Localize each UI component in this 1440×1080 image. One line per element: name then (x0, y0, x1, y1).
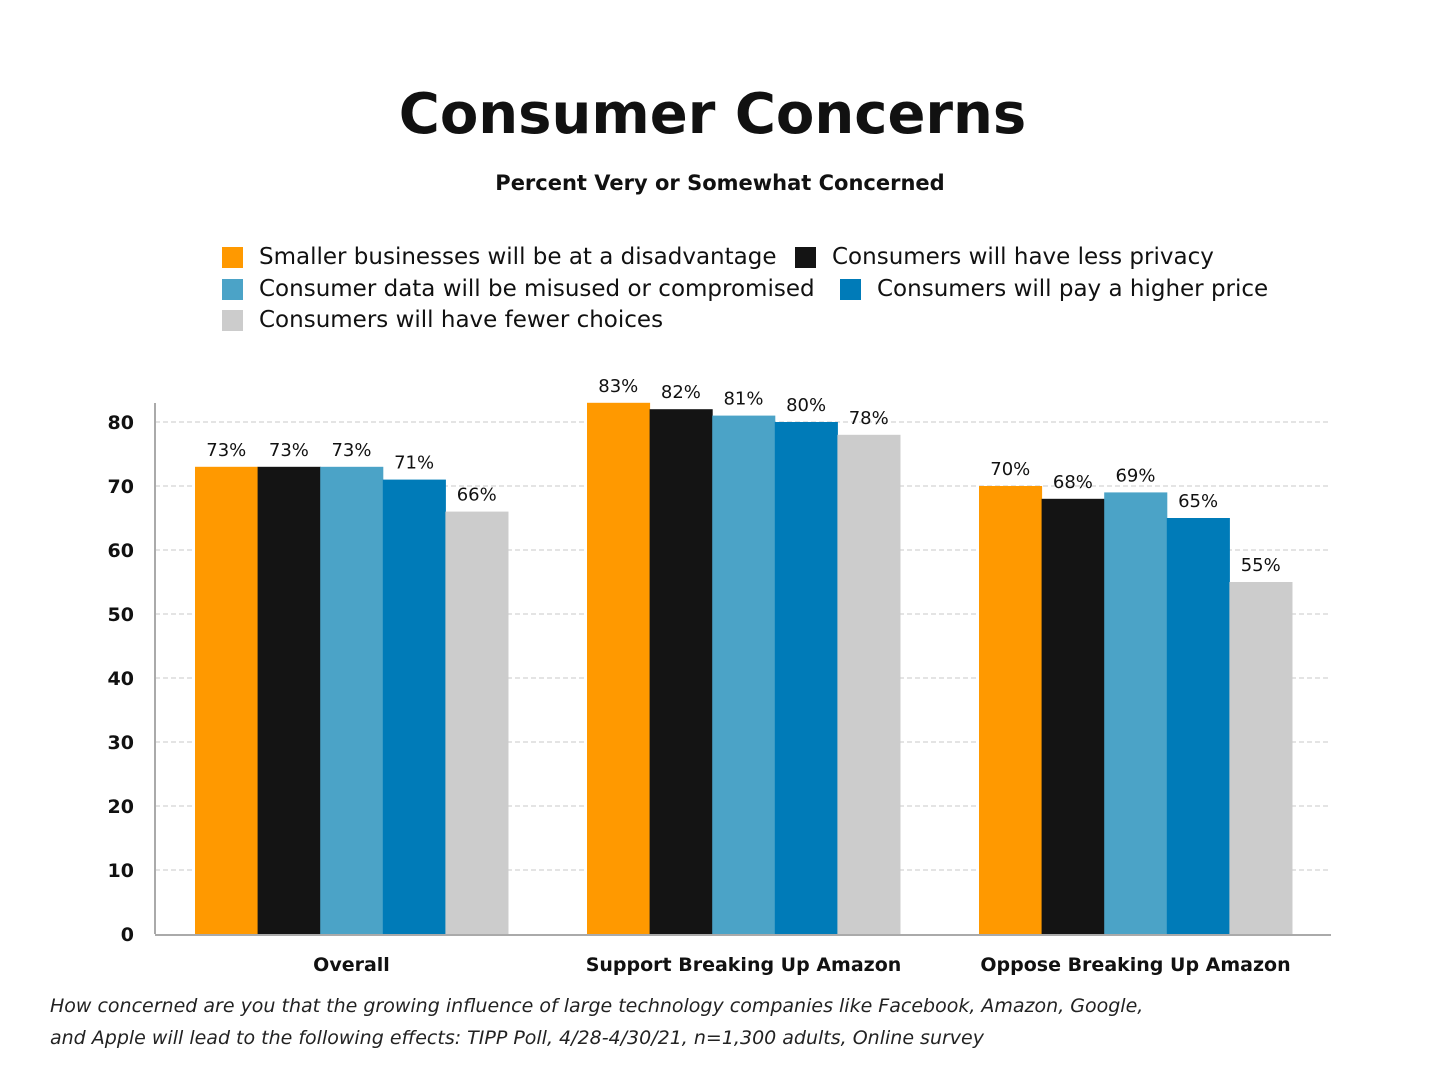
data-label: 80% (786, 395, 826, 416)
caption-line: How concerned are you that the growing i… (50, 995, 1144, 1017)
chart-subtitle: Percent Very or Somewhat Concerned (495, 171, 945, 195)
legend-label: Consumer data will be misused or comprom… (259, 276, 815, 302)
data-label: 55% (1241, 555, 1281, 576)
data-label: 66% (457, 485, 497, 506)
legend-item: Consumers will have less privacy (795, 244, 1214, 270)
data-label: 69% (1115, 465, 1155, 486)
data-label: 78% (849, 408, 889, 429)
data-label: 71% (394, 453, 434, 474)
y-tick-label: 60 (108, 540, 134, 562)
bar (1104, 492, 1168, 934)
y-tick-label: 50 (108, 604, 134, 626)
bar (1229, 582, 1293, 934)
bar (587, 402, 651, 934)
data-label: 65% (1178, 491, 1218, 512)
bar (837, 434, 901, 934)
y-tick-label: 0 (121, 924, 134, 946)
data-label: 70% (990, 459, 1030, 480)
bar (257, 466, 321, 934)
data-label: 73% (269, 440, 309, 461)
y-tick-label: 80 (108, 412, 134, 434)
bar (1166, 518, 1230, 934)
legend-swatch (795, 246, 816, 268)
caption-line: and Apple will lead to the following eff… (50, 1027, 984, 1049)
x-category-label: Support Breaking Up Amazon (586, 954, 902, 976)
y-tick-label: 70 (108, 476, 134, 498)
data-label: 82% (661, 382, 701, 403)
bar (649, 409, 713, 934)
data-label: 73% (331, 440, 371, 461)
data-label: 73% (206, 440, 246, 461)
legend-swatch (222, 246, 243, 268)
caption: How concerned are you that the growing i… (50, 990, 1143, 1054)
data-label: 68% (1053, 472, 1093, 493)
bar (712, 415, 776, 935)
data-label: 83% (598, 376, 638, 397)
bar (195, 466, 259, 934)
legend-item: Smaller businesses will be at a disadvan… (222, 244, 776, 270)
y-tick-label: 30 (108, 732, 134, 754)
legend-label: Smaller businesses will be at a disadvan… (259, 244, 777, 270)
legend-swatch (840, 278, 861, 300)
bar (320, 466, 384, 934)
bar (1041, 498, 1105, 934)
legend-item: Consumer data will be misused or comprom… (222, 276, 815, 302)
x-category-label: Overall (313, 954, 390, 976)
y-tick-label: 20 (108, 796, 134, 818)
data-label: 81% (723, 389, 763, 410)
chart-title: Consumer Concerns (398, 82, 1027, 147)
legend-item: Consumers will have fewer choices (222, 307, 663, 333)
legend-swatch (222, 309, 243, 331)
bar (979, 486, 1043, 934)
bar (774, 422, 838, 934)
x-category-label: Oppose Breaking Up Amazon (980, 954, 1290, 976)
legend-label: Consumers will have fewer choices (259, 307, 664, 333)
bar (445, 511, 509, 934)
y-tick-label: 40 (108, 668, 134, 690)
legend-label: Consumers will have less privacy (832, 244, 1214, 270)
legend-item: Consumers will pay a higher price (840, 276, 1268, 302)
bar (382, 479, 446, 934)
y-tick-label: 10 (108, 860, 134, 882)
legend-label: Consumers will pay a higher price (877, 276, 1269, 302)
legend-swatch (222, 278, 243, 300)
